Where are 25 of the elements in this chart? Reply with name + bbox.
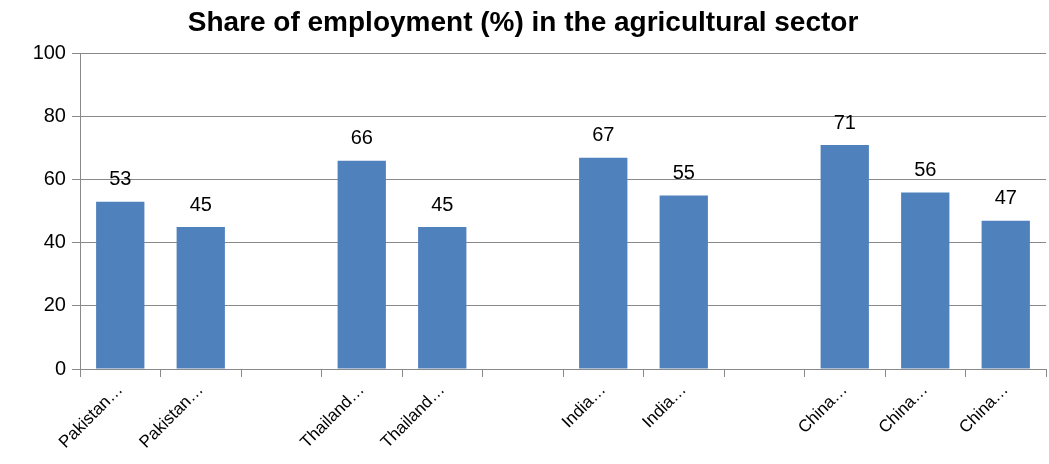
data-label: 56 (914, 157, 937, 180)
bar (981, 220, 1030, 369)
y-tick-label: 60 (43, 167, 66, 190)
data-label: 71 (833, 110, 856, 133)
y-tick-label: 0 (54, 356, 66, 379)
data-label: 45 (189, 192, 212, 215)
y-tick-label: 100 (32, 41, 66, 64)
data-label: 66 (350, 126, 373, 149)
chart-title: Share of employment (%) in the agricultural sector (187, 5, 859, 37)
bar (901, 192, 950, 369)
y-tick-label: 20 (43, 293, 66, 316)
bar (659, 195, 708, 369)
data-label: 47 (994, 186, 1017, 209)
data-label: 67 (592, 123, 615, 146)
data-label: 45 (431, 192, 454, 215)
bar (176, 227, 225, 369)
bar (579, 157, 628, 369)
bar (820, 145, 869, 369)
bar (418, 227, 467, 369)
y-tick-label: 80 (43, 104, 66, 127)
data-label: 55 (672, 161, 695, 184)
y-tick-label: 40 (43, 230, 66, 253)
data-label: 53 (109, 167, 132, 190)
bar (337, 160, 386, 369)
bar (96, 201, 145, 369)
